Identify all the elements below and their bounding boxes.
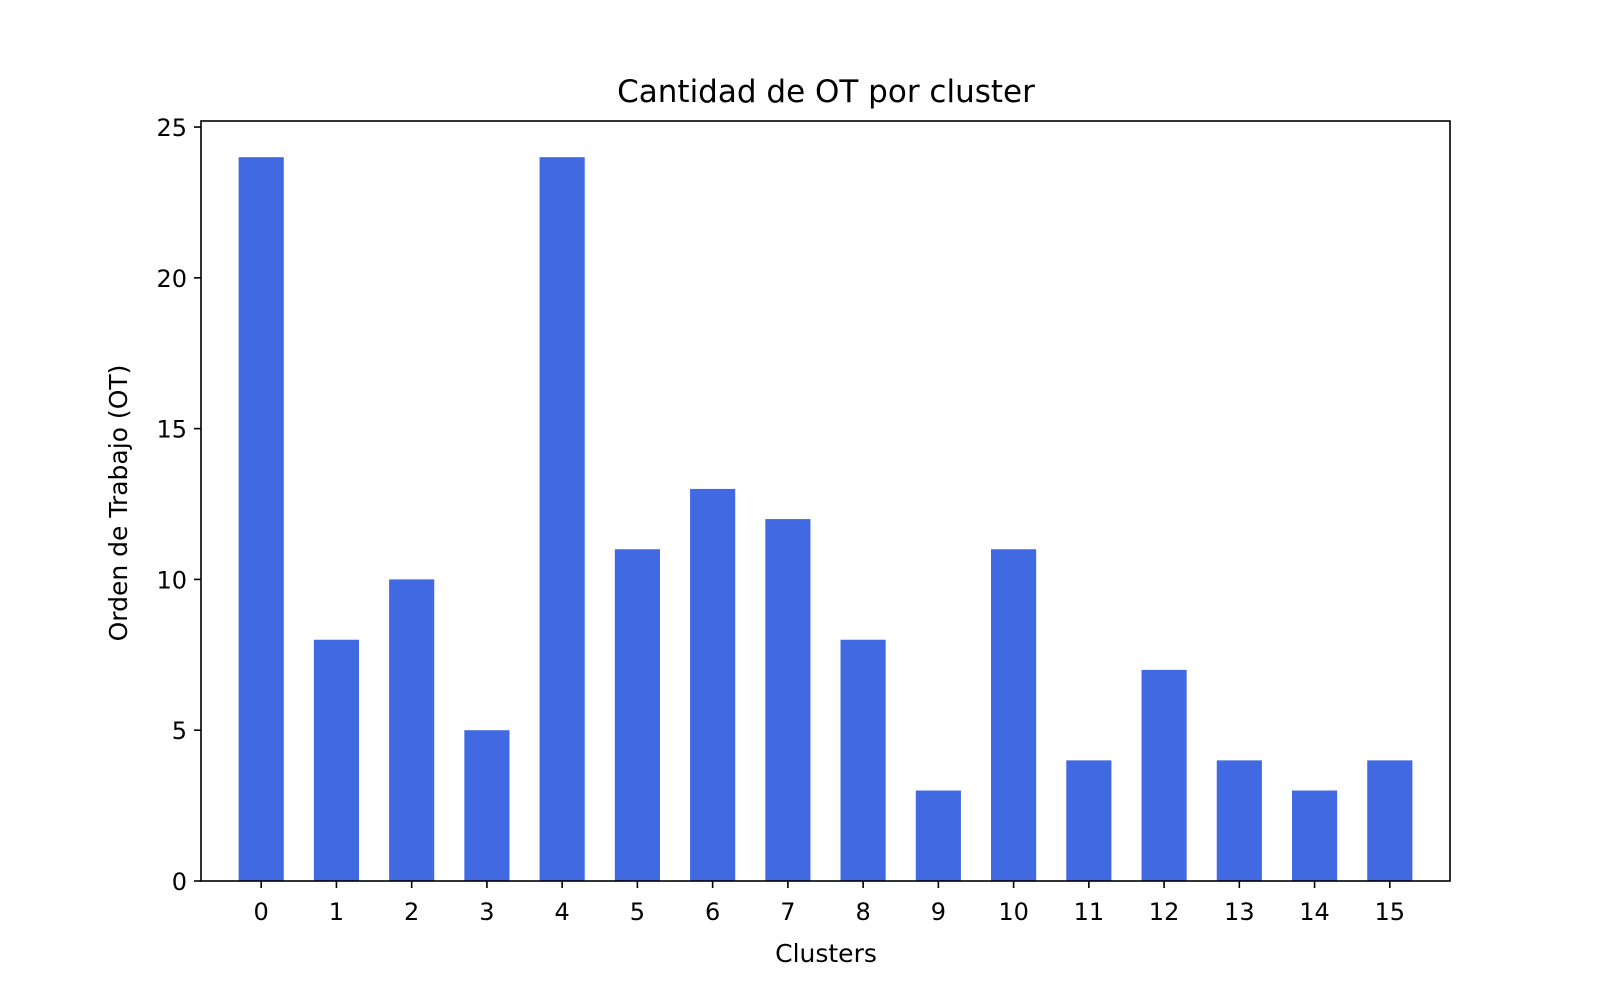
- chart-title: Cantidad de OT por cluster: [617, 74, 1035, 110]
- bar-cluster-10: [991, 549, 1037, 881]
- y-tick-label: 5: [172, 717, 187, 745]
- bar-cluster-3: [464, 730, 510, 881]
- bar-cluster-0: [238, 157, 284, 881]
- x-tick-label: 3: [479, 898, 494, 926]
- y-tick-label: 10: [156, 566, 187, 594]
- x-tick-label: 2: [404, 898, 419, 926]
- y-tick-label: 25: [156, 114, 187, 142]
- plot-frame: [200, 120, 1451, 882]
- x-tick-label: 7: [780, 898, 795, 926]
- x-tick-label: 14: [1299, 898, 1330, 926]
- x-tick-label: 0: [254, 898, 269, 926]
- x-tick-label: 5: [630, 898, 645, 926]
- bar-cluster-11: [1066, 760, 1112, 881]
- x-tick-label: 6: [705, 898, 720, 926]
- x-tick-label: 13: [1224, 898, 1255, 926]
- x-tick-label: 1: [329, 898, 344, 926]
- x-tick-label: 8: [855, 898, 870, 926]
- bar-cluster-1: [313, 639, 360, 881]
- y-tick-label: 20: [156, 265, 187, 293]
- x-tick-label: 11: [1074, 898, 1105, 926]
- bar-cluster-14: [1291, 790, 1338, 881]
- bar-cluster-12: [1141, 669, 1187, 881]
- y-axis-title: Orden de Trabajo (OT): [104, 365, 133, 642]
- x-tick-label: 15: [1375, 898, 1406, 926]
- y-tick-label: 0: [172, 868, 187, 896]
- bar-cluster-15: [1367, 760, 1413, 881]
- bar-cluster-8: [840, 639, 886, 881]
- bar-cluster-6: [690, 488, 736, 881]
- x-tick-label: 9: [931, 898, 946, 926]
- x-tick-label: 4: [555, 898, 570, 926]
- y-axis-ticks: 0 5 10 15 20 25: [156, 114, 201, 896]
- bar-cluster-9: [915, 790, 961, 881]
- bars-group: [238, 157, 1413, 881]
- bar-cluster-7: [765, 519, 811, 881]
- x-axis-title: Clusters: [775, 939, 877, 968]
- bar-cluster-2: [389, 579, 435, 881]
- x-tick-label: 10: [998, 898, 1029, 926]
- x-axis-ticks: 0 1 2 3 4 5 6 7 8 9 10 11 12 13 14 15: [254, 881, 1406, 926]
- bar-cluster-13: [1216, 760, 1262, 881]
- y-tick-label: 15: [156, 416, 187, 444]
- bar-cluster-4: [539, 157, 585, 881]
- x-tick-label: 12: [1149, 898, 1180, 926]
- bar-cluster-5: [614, 549, 660, 881]
